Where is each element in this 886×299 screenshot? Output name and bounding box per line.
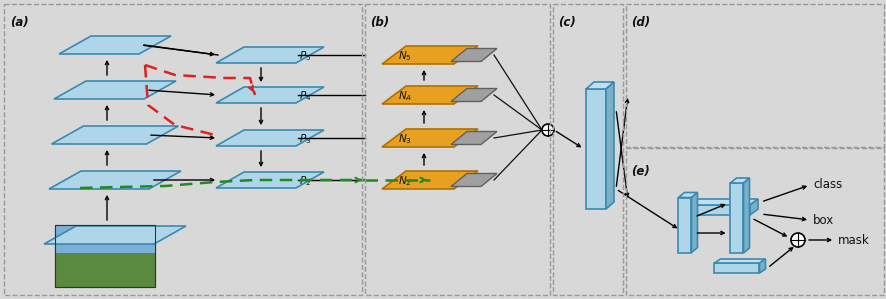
Text: $N_2$: $N_2$: [398, 174, 411, 188]
Polygon shape: [605, 82, 613, 209]
Polygon shape: [382, 86, 478, 104]
Text: (d): (d): [630, 16, 649, 29]
Text: box: box: [812, 213, 834, 227]
Polygon shape: [450, 173, 496, 187]
Bar: [55, 225, 155, 287]
Text: $N_5$: $N_5$: [398, 49, 411, 63]
Polygon shape: [450, 48, 496, 62]
Bar: [55, 253, 155, 287]
Bar: [55, 225, 155, 253]
Polygon shape: [382, 46, 478, 64]
Polygon shape: [586, 89, 605, 209]
Polygon shape: [730, 178, 749, 183]
Bar: [4, 4, 361, 295]
Text: $P_5$: $P_5$: [299, 49, 311, 63]
Text: mask: mask: [837, 234, 869, 248]
Polygon shape: [450, 89, 496, 101]
Circle shape: [541, 124, 554, 136]
Polygon shape: [678, 198, 691, 252]
Text: $P_2$: $P_2$: [299, 174, 311, 188]
Bar: [552, 4, 622, 295]
Text: $P_3$: $P_3$: [299, 132, 311, 146]
Polygon shape: [44, 226, 186, 244]
Polygon shape: [742, 178, 749, 253]
Polygon shape: [382, 171, 478, 189]
Polygon shape: [450, 132, 496, 144]
Polygon shape: [216, 87, 323, 103]
Polygon shape: [59, 36, 171, 54]
Text: (b): (b): [369, 16, 389, 29]
Polygon shape: [750, 199, 758, 215]
Text: (a): (a): [10, 16, 28, 29]
Text: (c): (c): [557, 16, 575, 29]
Polygon shape: [49, 171, 181, 189]
Circle shape: [790, 233, 804, 247]
Text: (e): (e): [630, 165, 649, 178]
Polygon shape: [691, 193, 696, 252]
Bar: [626, 148, 883, 295]
Polygon shape: [216, 47, 323, 63]
Polygon shape: [51, 126, 178, 144]
Polygon shape: [689, 199, 758, 205]
Text: $N_3$: $N_3$: [398, 132, 411, 146]
Bar: [55, 225, 155, 287]
Polygon shape: [586, 82, 613, 89]
Polygon shape: [730, 183, 742, 253]
Polygon shape: [216, 130, 323, 146]
Polygon shape: [216, 172, 323, 188]
Bar: [626, 4, 883, 147]
Polygon shape: [758, 259, 765, 273]
Polygon shape: [54, 81, 175, 99]
Polygon shape: [678, 193, 696, 198]
Polygon shape: [714, 263, 758, 273]
Text: $P_4$: $P_4$: [299, 89, 311, 103]
Polygon shape: [382, 129, 478, 147]
Polygon shape: [689, 205, 750, 215]
Text: class: class: [812, 179, 842, 191]
Bar: [364, 4, 549, 295]
Text: $N_A$: $N_A$: [398, 89, 412, 103]
Polygon shape: [714, 259, 765, 263]
